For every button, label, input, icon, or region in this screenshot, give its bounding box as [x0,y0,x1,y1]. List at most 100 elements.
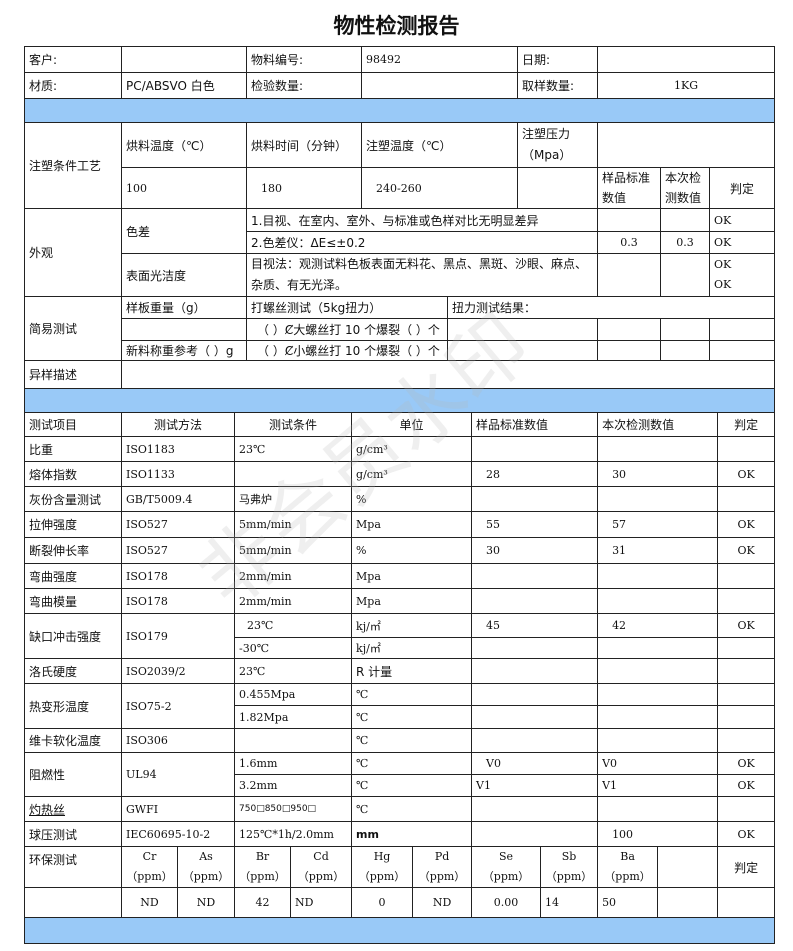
test-std[interactable]: 30 [471,537,599,564]
color-diff-judge-2[interactable]: OK [709,231,775,254]
molding-v4[interactable] [517,167,598,209]
ball-cur[interactable]: 100 [597,821,719,847]
molding-v2[interactable]: 180 [246,167,362,209]
color-diff-judge-1[interactable]: OK [709,208,775,232]
empty-cell[interactable] [471,728,599,753]
empty-cell[interactable] [471,796,599,822]
empty-cell[interactable] [709,340,775,361]
surface-judge-1[interactable]: OK [714,258,732,271]
sample-qty-value[interactable]: 1KG [597,72,775,99]
flame-cur-2[interactable]: V1 [597,774,719,797]
customer-value[interactable] [121,46,247,73]
empty-cell[interactable] [709,318,775,341]
impact-cur-1[interactable]: 42 [597,613,719,638]
env-element-name: Hg [373,850,391,863]
empty-cell[interactable] [597,340,661,361]
empty-cell[interactable] [597,683,719,706]
color-diff-cur[interactable]: 0.3 [660,231,710,254]
small-screw-text: （ ）Ȼ小螺丝打 10 个爆裂（ ）个 [246,340,448,361]
empty-cell[interactable] [660,340,710,361]
material-no-value[interactable]: 98492 [361,46,518,73]
abnormal-value[interactable] [121,360,775,389]
flame-method: UL94 [120,752,236,797]
env-element-value[interactable]: ND [176,887,236,918]
env-element-unit: （ppm） [418,870,466,883]
empty-cell[interactable] [471,658,599,684]
empty-cell[interactable] [597,637,719,659]
empty-cell[interactable] [597,728,719,753]
test-cur[interactable]: 30 [597,461,719,487]
molding-h2: 烘料时间（分钟） [246,122,362,168]
test-judge[interactable]: OK [717,511,776,538]
surface-judge-2[interactable]: OK [714,278,732,291]
flame-cur-1[interactable]: V0 [597,752,719,775]
test-judge[interactable] [717,563,776,589]
table-row: 比重 ISO1183 23℃ g/cm³ [24,436,776,462]
test-std[interactable]: 28 [471,461,599,487]
empty-cell[interactable] [717,728,776,753]
molding-v3[interactable]: 240-260 [361,167,518,209]
date-value[interactable] [597,46,775,73]
empty-cell[interactable] [447,318,598,341]
sample-weight-value[interactable] [121,318,247,341]
test-unit: % [351,486,473,512]
test-cur[interactable] [597,436,719,462]
molding-h4: 注塑压力（Mpa） [517,122,598,168]
test-judge[interactable] [717,486,776,512]
empty-cell[interactable] [597,658,719,684]
test-judge[interactable] [717,588,776,614]
flame-judge-2[interactable]: OK [717,774,776,797]
flame-cond-1: 1.6mm [234,752,353,775]
test-judge[interactable]: OK [717,461,776,487]
test-cur[interactable]: 57 [597,511,719,538]
empty-cell[interactable] [717,705,776,729]
empty-cell[interactable] [447,340,598,361]
empty-cell[interactable] [597,318,661,341]
env-element-header: Pd （ppm） [412,846,473,888]
empty-cell[interactable] [471,637,599,659]
env-element-value[interactable]: ND [121,887,178,918]
env-element-value[interactable]: ND [412,887,473,918]
empty-cell[interactable] [471,705,599,729]
flame-std-1[interactable]: V0 [471,752,599,775]
empty-cell[interactable] [717,637,776,659]
env-element-value[interactable]: 50 [597,887,659,918]
test-std[interactable] [471,563,599,589]
empty-cell[interactable] [471,683,599,706]
ball-judge[interactable]: OK [717,821,776,847]
empty-cell[interactable] [597,796,719,822]
cur-header: 本次检测数值 [660,167,710,209]
env-element-value[interactable]: ND [290,887,353,918]
inspect-qty-value[interactable] [361,72,518,99]
empty-cell[interactable] [717,887,776,918]
empty-cell[interactable] [597,705,719,729]
flame-judge-1[interactable]: OK [717,752,776,775]
empty-cell[interactable] [717,658,776,684]
color-diff-text-1: 1.目视、在室内、室外、与标准或色样对比无明显差异 [246,208,598,232]
material-value[interactable]: PC/ABSVO 白色 [121,72,247,99]
empty-cell[interactable] [717,796,776,822]
empty-cell[interactable] [471,821,599,847]
test-std[interactable] [471,588,599,614]
test-cur[interactable] [597,563,719,589]
impact-judge-1[interactable]: OK [717,613,776,638]
impact-std-1[interactable]: 45 [471,613,599,638]
test-judge[interactable]: OK [717,537,776,564]
test-judge[interactable] [717,436,776,462]
test-std[interactable] [471,436,599,462]
molding-v1[interactable]: 100 [121,167,247,209]
test-std[interactable] [471,486,599,512]
color-diff-std[interactable]: 0.3 [597,231,661,254]
env-element-value[interactable]: 0 [351,887,414,918]
test-std[interactable]: 55 [471,511,599,538]
test-cur[interactable] [597,486,719,512]
flame-std-2[interactable]: V1 [471,774,599,797]
env-element-value[interactable]: 42 [234,887,292,918]
empty-cell[interactable] [717,683,776,706]
env-element-value[interactable]: 14 [540,887,599,918]
env-element-value[interactable]: 0.00 [471,887,542,918]
empty-cell[interactable] [660,318,710,341]
test-cur[interactable] [597,588,719,614]
test-cur[interactable]: 31 [597,537,719,564]
empty-cell[interactable] [657,887,719,918]
